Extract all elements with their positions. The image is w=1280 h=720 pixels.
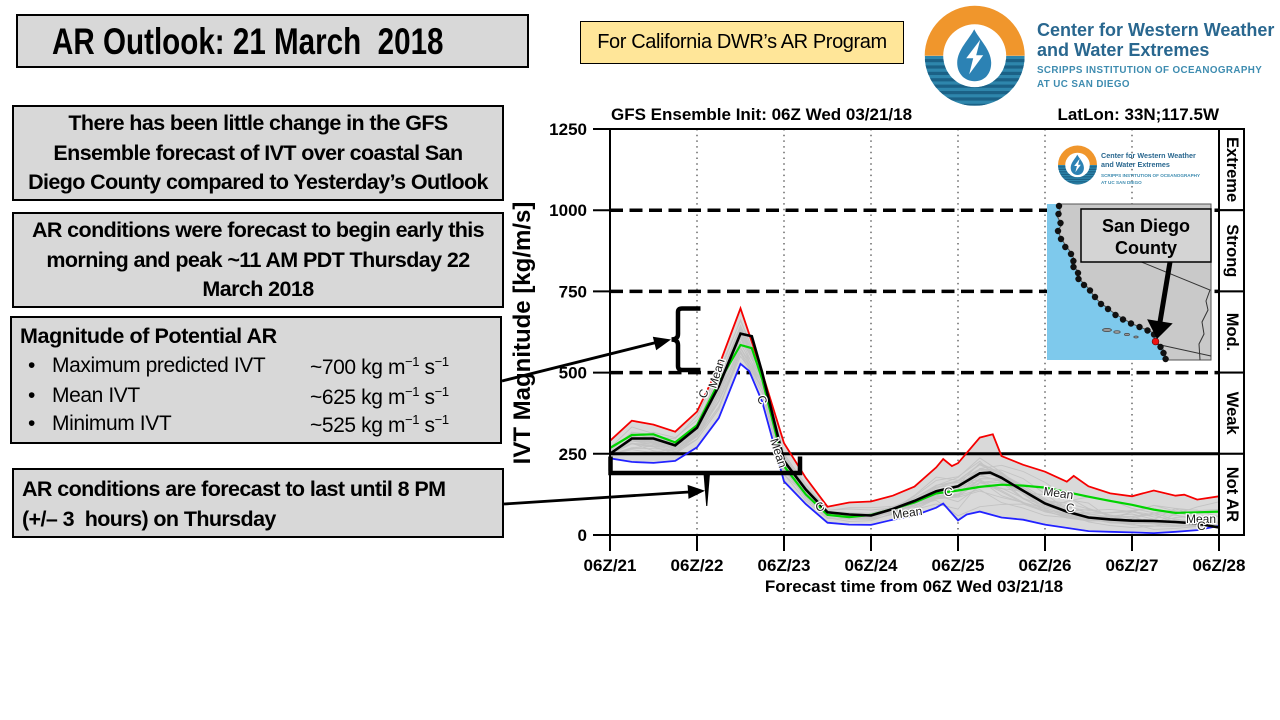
- svg-text:Weak: Weak: [1223, 392, 1241, 436]
- svg-text:500: 500: [559, 364, 587, 383]
- svg-text:06Z/24: 06Z/24: [845, 556, 898, 575]
- svg-text:1000: 1000: [549, 201, 587, 220]
- svg-text:Forecast time from 06Z Wed 03/: Forecast time from 06Z Wed 03/21/18: [765, 577, 1063, 596]
- svg-text:Mod.: Mod.: [1223, 313, 1241, 352]
- svg-text:06Z/22: 06Z/22: [671, 556, 724, 575]
- svg-text:06Z/27: 06Z/27: [1106, 556, 1159, 575]
- svg-text:Mean: Mean: [891, 504, 923, 522]
- svg-text:and Water Extremes: and Water Extremes: [1101, 160, 1170, 169]
- svg-text:0: 0: [578, 526, 587, 545]
- svg-text:Strong: Strong: [1223, 224, 1241, 277]
- svg-text:Center for Western Weather: Center for Western Weather: [1037, 20, 1274, 40]
- svg-text:Extreme: Extreme: [1223, 137, 1241, 202]
- svg-text:C: C: [1066, 501, 1075, 515]
- svg-text:06Z/26: 06Z/26: [1019, 556, 1072, 575]
- svg-text:SCRIPPS INSTITUTION OF OCEANOG: SCRIPPS INSTITUTION OF OCEANOGRAPHY: [1101, 173, 1200, 178]
- svg-text:C: C: [944, 485, 953, 499]
- svg-text:1250: 1250: [549, 120, 587, 139]
- svg-text:750: 750: [559, 282, 587, 301]
- svg-text:San Diego: San Diego: [1102, 216, 1190, 236]
- svg-text:Center for Western Weather: Center for Western Weather: [1101, 151, 1196, 160]
- svg-text:250: 250: [559, 445, 587, 464]
- svg-text:SCRIPPS INSTITUTION OF OCEANOG: SCRIPPS INSTITUTION OF OCEANOGRAPHY: [1037, 65, 1262, 76]
- svg-text:AT UC SAN DIEGO: AT UC SAN DIEGO: [1101, 180, 1142, 185]
- svg-text:AT UC SAN DIEGO: AT UC SAN DIEGO: [1037, 79, 1130, 90]
- svg-text:GFS Ensemble Init: 06Z Wed 03/: GFS Ensemble Init: 06Z Wed 03/21/18: [611, 105, 912, 124]
- svg-text:06Z/28: 06Z/28: [1193, 556, 1246, 575]
- svg-text:06Z/25: 06Z/25: [932, 556, 985, 575]
- svg-text:County: County: [1115, 238, 1177, 258]
- svg-text:Not AR: Not AR: [1223, 467, 1241, 522]
- svg-text:Mean: Mean: [1186, 512, 1216, 526]
- svg-text:LatLon: 33N;117.5W: LatLon: 33N;117.5W: [1057, 105, 1219, 124]
- svg-text:IVT Magnitude [kg/m/s]: IVT Magnitude [kg/m/s]: [509, 202, 536, 465]
- svg-text:and Water Extremes: and Water Extremes: [1037, 40, 1209, 60]
- svg-text:06Z/21: 06Z/21: [584, 556, 637, 575]
- svg-text:Mean: Mean: [1043, 484, 1075, 502]
- svg-text:C: C: [1197, 519, 1206, 533]
- svg-text:06Z/23: 06Z/23: [758, 556, 811, 575]
